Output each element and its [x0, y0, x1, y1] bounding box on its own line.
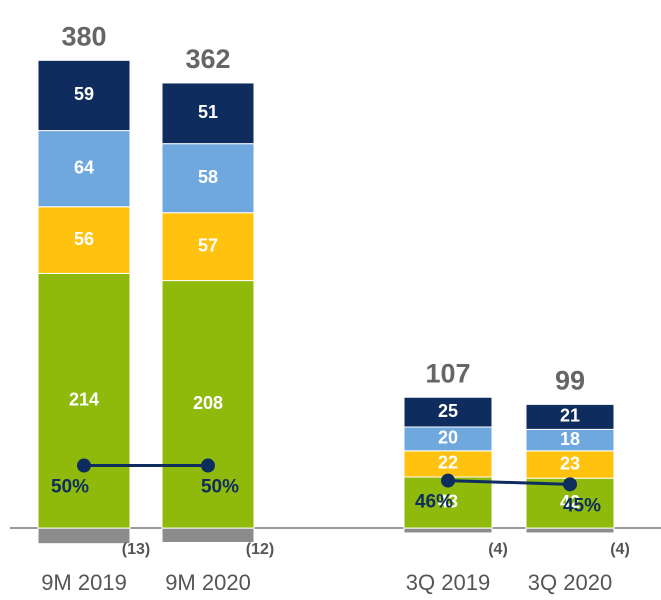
total-label: 362 — [185, 44, 230, 74]
ratio-label: 50% — [51, 477, 89, 498]
ratio-label: 45% — [563, 495, 601, 516]
segment-label: 51 — [198, 102, 218, 122]
ratio-point — [441, 473, 455, 488]
bar-segment — [525, 403, 615, 430]
bar-segment — [37, 527, 131, 545]
total-label: 99 — [555, 366, 585, 396]
bar-segment — [161, 82, 255, 145]
x-tick-label: 3Q 2020 — [528, 570, 612, 595]
ratio-line — [447, 479, 571, 486]
bar-segment — [403, 527, 493, 534]
bar-segment — [525, 527, 615, 534]
segment-label: 21 — [560, 406, 580, 426]
bar-segment — [161, 527, 255, 543]
bar-segment — [161, 280, 255, 529]
segment-label: (4) — [610, 541, 630, 558]
segment-label: 58 — [198, 167, 218, 187]
ratio-label: 50% — [201, 477, 239, 498]
segment-label: 208 — [193, 393, 223, 413]
ratio-point — [77, 458, 91, 473]
bar-segment — [161, 212, 255, 282]
segment-label: (12) — [246, 541, 274, 558]
ratio-label: 46% — [415, 492, 453, 513]
bar-segment — [37, 59, 131, 132]
segment-label: 42 — [560, 492, 580, 512]
bar-segment — [161, 143, 255, 214]
bar-segment — [403, 396, 493, 428]
total-label: 380 — [61, 21, 106, 51]
x-tick-label: 9M 2019 — [41, 570, 127, 595]
ratio-point — [201, 458, 215, 473]
bar-segment — [37, 206, 131, 274]
segment-label: 23 — [560, 453, 580, 473]
segment-label: 57 — [198, 235, 218, 255]
x-tick-label: 9M 2020 — [165, 570, 251, 595]
segment-label: 56 — [74, 229, 94, 249]
total-label: 107 — [425, 358, 470, 388]
segment-label: (4) — [488, 541, 508, 558]
segment-label: 25 — [438, 401, 458, 421]
segment-label: 22 — [438, 453, 458, 473]
x-tick-label: 3Q 2019 — [406, 570, 490, 595]
segment-label: 214 — [69, 390, 99, 410]
segment-label: 59 — [74, 84, 94, 104]
segment-label: 64 — [74, 157, 94, 177]
segment-label: (13) — [122, 541, 150, 558]
segment-label: 18 — [560, 429, 580, 449]
segment-label: 20 — [438, 428, 458, 448]
segment-label: 43 — [438, 491, 458, 511]
ratio-point — [563, 477, 577, 492]
